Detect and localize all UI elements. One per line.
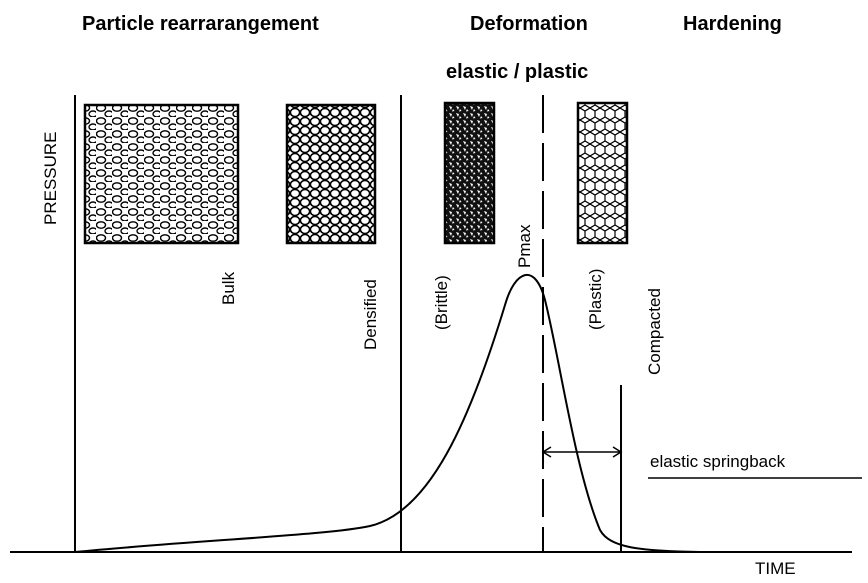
diagram: Particle rearrarangement Deformation Har…: [0, 0, 868, 578]
phase-label: Deformation: [470, 13, 588, 35]
label: Densified: [361, 279, 380, 350]
densified-box: [287, 105, 375, 243]
bulk-box: [85, 105, 238, 243]
plastic-box: [578, 103, 627, 243]
annotation: elastic springback: [650, 452, 786, 471]
brittle-box: [445, 103, 494, 243]
label: (Brittle): [432, 275, 451, 330]
label: Pmax: [515, 224, 534, 268]
label: (Plastic): [586, 269, 605, 330]
y-axis-label: PRESSURE: [41, 131, 60, 225]
phase-label: Hardening: [683, 13, 782, 35]
subtitle: elastic / plastic: [446, 61, 588, 83]
headings: Particle rearrarangement Deformation Har…: [82, 13, 782, 83]
label: Bulk: [219, 271, 238, 305]
phase-label: Particle rearrarangement: [82, 13, 319, 35]
x-axis-label: TIME: [755, 559, 796, 578]
pressure-curve: [75, 275, 700, 552]
label: Compacted: [645, 288, 664, 375]
